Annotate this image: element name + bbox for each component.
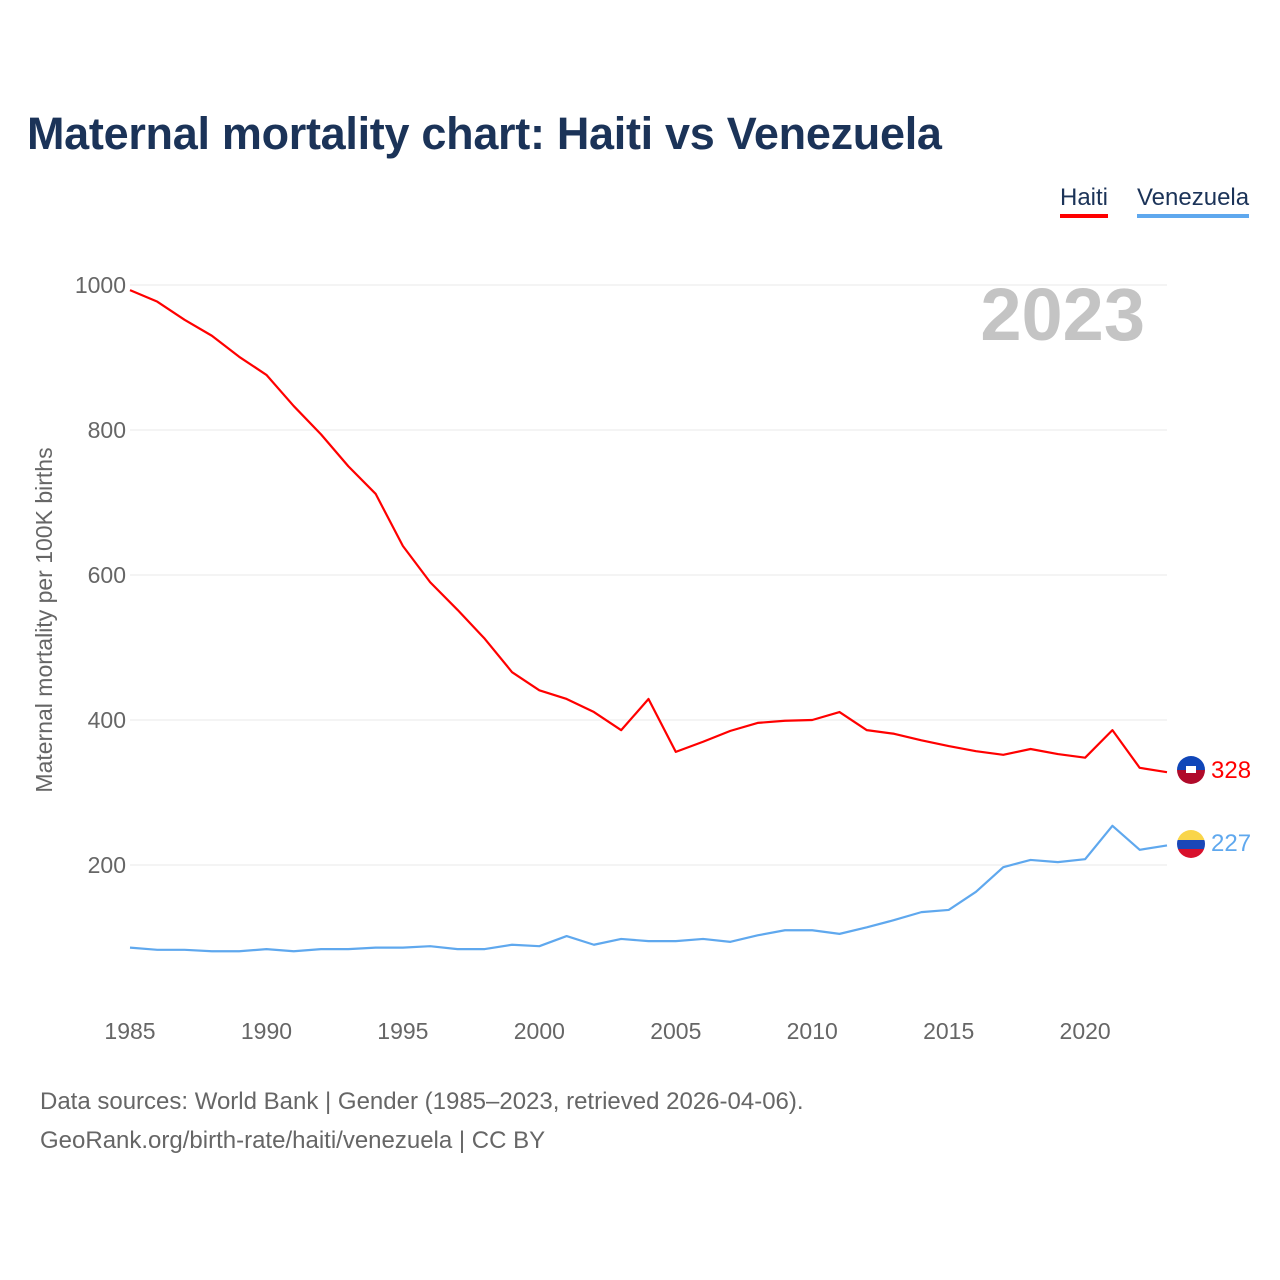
legend-haiti[interactable]: Haiti — [1060, 184, 1109, 218]
x-tick-label: 1985 — [104, 1018, 155, 1044]
y-tick-label: 800 — [88, 417, 126, 443]
x-tick-label: 2020 — [1060, 1018, 1111, 1044]
x-tick-label: 1995 — [377, 1018, 428, 1044]
y-tick-label: 1000 — [75, 272, 126, 298]
y-tick-label: 200 — [88, 852, 126, 878]
footer-url[interactable]: GeoRank.org/birth-rate/haiti/venezuela |… — [40, 1127, 546, 1154]
x-tick-label: 2000 — [514, 1018, 565, 1044]
y-tick-label: 600 — [88, 562, 126, 588]
y-tick-label: 400 — [88, 707, 126, 733]
chart-title: Maternal mortality chart: Haiti vs Venez… — [27, 108, 942, 159]
footer-sources: Data sources: World Bank | Gender (1985–… — [40, 1088, 804, 1115]
venezuela-end-value: 227 — [1211, 830, 1251, 857]
x-tick-label: 2005 — [650, 1018, 701, 1044]
series-line-haiti — [129, 289, 1168, 774]
venezuela-flag-icon — [1177, 830, 1205, 858]
series-line-venezuela — [129, 824, 1168, 953]
x-tick-label: 2015 — [923, 1018, 974, 1044]
haiti-flag-icon — [1177, 756, 1205, 784]
x-tick-label: 2010 — [787, 1018, 838, 1044]
x-tick-label: 1990 — [241, 1018, 292, 1044]
y-axis-label: Maternal mortality per 100K births — [31, 447, 57, 792]
year-label: 2023 — [980, 273, 1145, 356]
legend-venezuela[interactable]: Venezuela — [1137, 184, 1250, 218]
haiti-end-value: 328 — [1211, 757, 1251, 784]
